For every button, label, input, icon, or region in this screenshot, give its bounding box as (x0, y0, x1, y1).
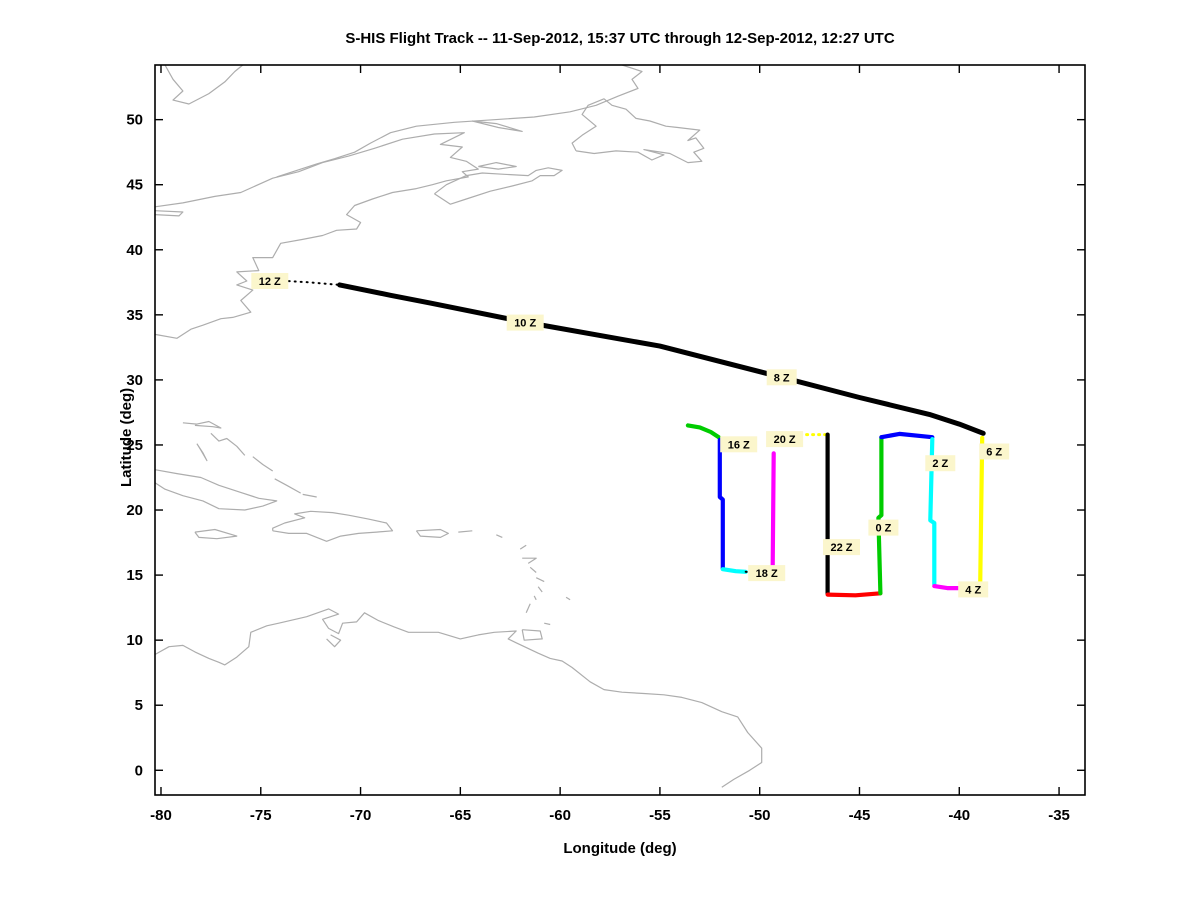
track-2z-top (879, 431, 935, 440)
y-tick-label: 40 (126, 242, 143, 259)
y-tick-label: 25 (126, 437, 143, 454)
time-label: 6 Z (986, 446, 1002, 458)
coastline-lake-maracaibo (326, 634, 342, 648)
track-20z-ascent (770, 451, 776, 569)
coastline-south-america (154, 608, 763, 788)
y-tick-label: 10 (126, 632, 143, 649)
y-tick-label: 50 (126, 112, 143, 129)
track-2z-descent (928, 437, 937, 587)
y-tick-label: 15 (126, 567, 143, 584)
y-tick-label: 45 (126, 177, 143, 194)
coastline-james-bay (164, 64, 244, 105)
coastline-st-martin (496, 534, 503, 538)
time-label-bg (506, 314, 544, 331)
time-label: 20 Z (774, 434, 796, 446)
x-tick-label: -80 (150, 807, 172, 824)
track-4z-bottom (932, 583, 963, 591)
coastline-jamaica (194, 528, 238, 540)
y-tick-label: 0 (135, 762, 143, 779)
time-label: 22 Z (831, 542, 853, 554)
track-0z-bottom (825, 591, 883, 598)
coastline-bahamas-acklins (274, 478, 301, 494)
coastline-tobago (544, 622, 551, 626)
coastline-bahamas-andros (196, 443, 208, 462)
time-label-bg (720, 436, 758, 453)
x-tick-label: -60 (549, 807, 571, 824)
coastline-anticosti (472, 120, 523, 132)
track-0z-ascent (876, 435, 884, 596)
coastline-cuba (154, 469, 278, 511)
coastline-martinique (535, 577, 545, 583)
x-tick-label: -45 (849, 807, 871, 824)
plot-frame (154, 64, 1086, 796)
x-tick-label: -40 (948, 807, 970, 824)
coastline-us-east-coast (154, 132, 479, 339)
coastline-turks-caicos (302, 493, 317, 498)
time-label-bg (979, 443, 1010, 460)
time-label-bg (868, 519, 899, 536)
coastline-guadeloupe (522, 557, 537, 564)
time-label: 8 Z (774, 372, 790, 384)
time-label: 12 Z (259, 276, 281, 288)
time-label: 16 Z (728, 439, 750, 451)
x-axis-label: Longitude (deg) (563, 840, 677, 857)
coastline-bahamas-long-island (252, 456, 274, 472)
time-label-bg (958, 581, 989, 598)
track-transit-home (337, 282, 986, 436)
time-label-bg (748, 565, 786, 582)
x-tick-label: -65 (449, 807, 471, 824)
x-tick-label: -55 (649, 807, 671, 824)
x-tick-label: -35 (1048, 807, 1070, 824)
time-label-bg (925, 455, 956, 472)
coastline-bahamas-eleuthera (210, 432, 246, 456)
time-label-bg (766, 369, 797, 386)
coastline-nova-scotia (434, 167, 563, 205)
coastline-hispaniola (272, 510, 394, 542)
coastline-barbados (565, 596, 571, 601)
coastline-trinidad (521, 629, 543, 641)
x-tick-label: -75 (250, 807, 272, 824)
coastline-prince-edward-island (478, 162, 517, 170)
coastline-bahamas-grand-abaco (182, 420, 222, 429)
y-tick-label: 30 (126, 372, 143, 389)
time-label-bg (251, 273, 289, 289)
time-label-bg (823, 539, 860, 556)
coastline-virgin-islands (458, 530, 473, 533)
y-tick-label: 5 (135, 697, 143, 714)
track-18z-bottom (720, 567, 748, 574)
y-tick-label: 35 (126, 307, 143, 324)
coastline-newfoundland (571, 98, 705, 164)
track-6z-ascent (978, 435, 985, 587)
coastline-dominica (529, 566, 537, 573)
time-label: 4 Z (965, 584, 981, 596)
coastline-antigua (519, 544, 527, 550)
coastline-st-vincent (533, 595, 537, 601)
chart-title: S-HIS Flight Track -- 11-Sep-2012, 15:37… (345, 30, 895, 47)
x-tick-label: -70 (350, 807, 372, 824)
time-label: 18 Z (756, 568, 778, 580)
x-tick-label: -50 (749, 807, 771, 824)
coastline-lake-erie-tip (154, 210, 184, 217)
time-label-bg (766, 431, 804, 448)
track-start-leg (685, 423, 721, 440)
coastline-puerto-rico (415, 528, 449, 539)
time-label: 2 Z (932, 458, 948, 470)
coastline-grenadines (525, 603, 531, 614)
y-tick-label: 20 (126, 502, 143, 519)
coastline-st-lucia (537, 586, 543, 593)
time-label: 0 Z (875, 523, 891, 535)
track-16z-descent (717, 437, 725, 571)
time-label: 10 Z (514, 318, 536, 330)
